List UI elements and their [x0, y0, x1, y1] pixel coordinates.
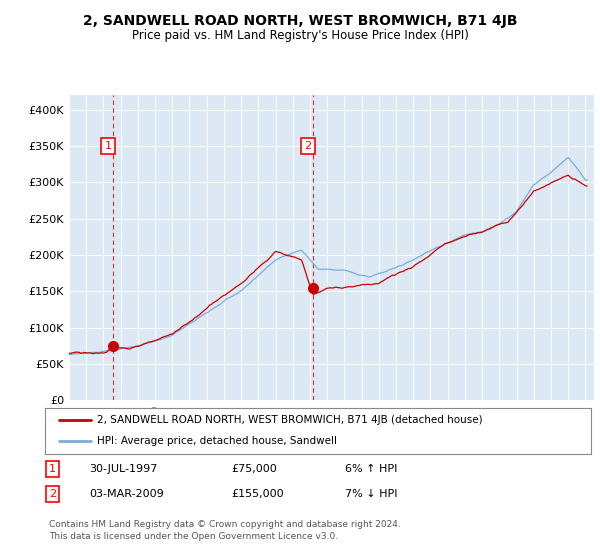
Text: 03-MAR-2009: 03-MAR-2009 — [89, 489, 164, 499]
Text: Contains HM Land Registry data © Crown copyright and database right 2024.
This d: Contains HM Land Registry data © Crown c… — [49, 520, 401, 541]
Text: Price paid vs. HM Land Registry's House Price Index (HPI): Price paid vs. HM Land Registry's House … — [131, 29, 469, 42]
Text: 2: 2 — [49, 489, 56, 499]
Text: 2, SANDWELL ROAD NORTH, WEST BROMWICH, B71 4JB (detached house): 2, SANDWELL ROAD NORTH, WEST BROMWICH, B… — [97, 415, 482, 425]
Text: 2, SANDWELL ROAD NORTH, WEST BROMWICH, B71 4JB: 2, SANDWELL ROAD NORTH, WEST BROMWICH, B… — [83, 14, 517, 28]
Text: £75,000: £75,000 — [231, 464, 277, 474]
Text: £155,000: £155,000 — [231, 489, 284, 499]
Text: 1: 1 — [105, 141, 112, 151]
Text: 30-JUL-1997: 30-JUL-1997 — [89, 464, 157, 474]
Text: 2: 2 — [304, 141, 311, 151]
Text: 7% ↓ HPI: 7% ↓ HPI — [345, 489, 398, 499]
Text: 6% ↑ HPI: 6% ↑ HPI — [345, 464, 397, 474]
Text: 1: 1 — [49, 464, 56, 474]
Text: HPI: Average price, detached house, Sandwell: HPI: Average price, detached house, Sand… — [97, 436, 337, 446]
